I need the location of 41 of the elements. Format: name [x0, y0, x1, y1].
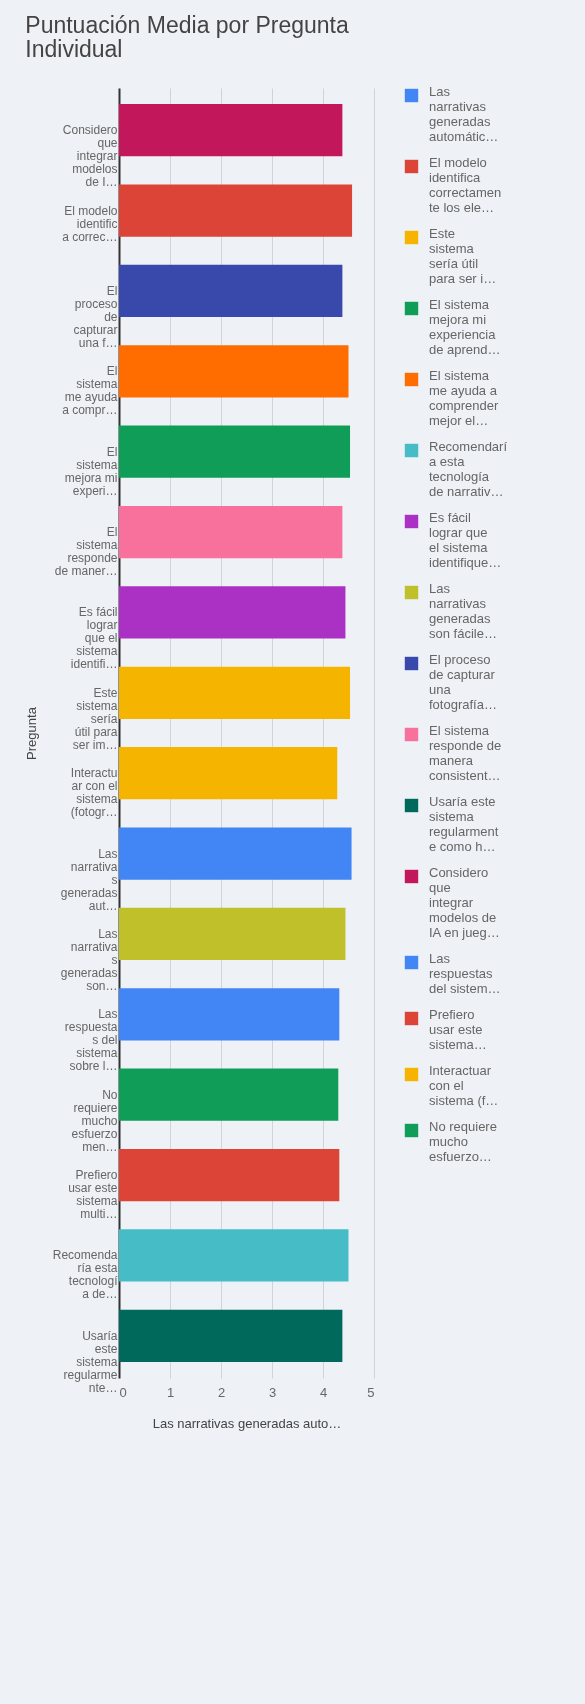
y-tick-label: Usaría este sistema regularmente… — [63, 1328, 118, 1395]
legend-label: Considero que integrar modelos de IA en jueg… — [429, 864, 500, 940]
x-axis-title: Las narrativas generadas auto… — [152, 1415, 342, 1431]
y-tick-label: Prefiero usar este sistema multi… — [68, 1168, 118, 1222]
y-tick-label: Recomendaría esta tecnología de… — [52, 1248, 119, 1302]
x-tick-label: 3 — [268, 1384, 277, 1400]
y-tick-label: Es fácil lograr que el sistema identifi… — [70, 605, 118, 672]
legend-label: Prefiero usar este sistema… — [429, 1006, 487, 1052]
legend-label: Usaría este sistema regularmente como h… — [429, 793, 499, 854]
y-tick-label: Interactuar con el sistema (fotogr… — [70, 766, 118, 820]
x-tick-label: 1 — [166, 1384, 175, 1400]
x-tick-label: 2 — [217, 1384, 226, 1400]
x-tick-label: 5 — [367, 1384, 375, 1400]
x-tick-label: 0 — [119, 1384, 127, 1400]
y-tick-label: El sistema mejora mi experi… — [64, 444, 118, 498]
x-tick-label: 4 — [319, 1384, 328, 1400]
y-tick-label: El sistema responde de maner… — [54, 525, 118, 579]
y-tick-label: Considero que integrar modelos de I… — [62, 123, 118, 190]
legend-label: El sistema me ayuda a comprender mejor el… — [429, 367, 500, 428]
legend-label: El sistema mejora mi experiencia de aprend… — [429, 296, 501, 357]
y-tick-label: El sistema me ayuda a compr… — [62, 364, 118, 418]
y-tick-label: Las narrativas generadas aut… — [60, 846, 118, 913]
y-axis-title: Pregunta — [23, 706, 39, 760]
legend-label: El modelo identifica correctamente los ele… — [429, 154, 502, 215]
y-tick-label: Este sistema sería útil para ser im… — [72, 685, 118, 752]
legend-label: Las narrativas generadas automátic… — [429, 83, 499, 144]
chart-title: Puntuación Media por Pregunta Individual — [25, 12, 349, 62]
y-tick-label: No requiere mucho esfuerzo men… — [71, 1087, 118, 1154]
legend-label: Es fácil lograr que el sistema identifique… — [429, 509, 502, 570]
legend-label: Interactuar con el sistema (f… — [429, 1062, 499, 1108]
y-tick-label: El modelo identifica correc… — [62, 203, 118, 244]
legend-label: Recomendaría esta tecnología de narrativ… — [429, 438, 508, 499]
y-tick-label: Las narrativas generadas son… — [60, 926, 118, 993]
legend-label: El sistema responde de manera consistent… — [429, 722, 502, 783]
y-tick-label: El proceso de capturar una f… — [73, 283, 118, 350]
legend-label: Las narrativas generadas son fácile… — [429, 580, 497, 641]
legend-label: El proceso de capturar una fotografía… — [429, 651, 497, 712]
legend-label: Este sistema sería útil para ser i… — [429, 225, 497, 286]
legend-label: No requiere mucho esfuerzo… — [429, 1118, 497, 1164]
legend-label: Las respuestas del sistem… — [429, 950, 501, 996]
y-tick-label: Las respuestas del sistema sobre l… — [64, 1007, 118, 1074]
